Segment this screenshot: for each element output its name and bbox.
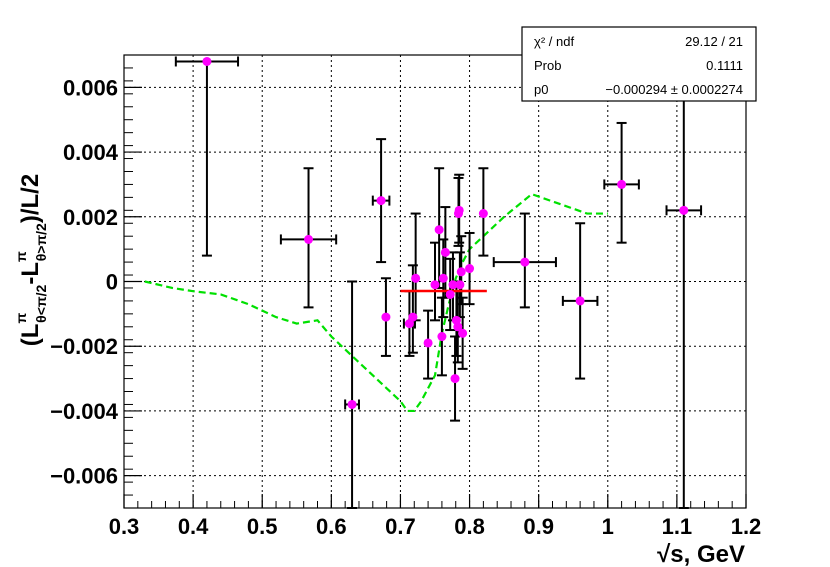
data-point — [453, 322, 463, 332]
data-point — [423, 338, 433, 348]
stats-label-prob: Prob — [534, 58, 561, 73]
data-point — [465, 264, 475, 274]
x-tick-label: 0.9 — [523, 514, 554, 539]
x-tick-label: 1 — [602, 514, 614, 539]
stats-value-p0: −0.000294 ± 0.0002274 — [605, 82, 743, 97]
x-tick-label: 0.5 — [247, 514, 278, 539]
y-tick-label: 0.006 — [63, 75, 118, 100]
y-title-sub2: θ>π/2 — [33, 223, 49, 261]
axis-ticks — [123, 54, 747, 509]
y-title-sup2: π — [13, 251, 29, 262]
stats-value-chi2: 29.12 / 21 — [685, 34, 743, 49]
data-point — [437, 332, 447, 342]
y-tick-label: 0.004 — [63, 140, 119, 165]
x-tick-label: 0.6 — [316, 514, 347, 539]
stats-box: χ² / ndf 29.12 / 21 Prob 0.1111 p0 −0.00… — [521, 26, 757, 102]
y-tick-label: 0 — [106, 270, 118, 295]
data-point — [376, 196, 386, 206]
data-point — [458, 328, 468, 338]
data-point — [202, 56, 212, 66]
y-title-suffix: )/L/2 — [17, 174, 44, 223]
y-tick-label: −0.004 — [50, 399, 119, 424]
y-tick-label: 0.002 — [63, 205, 118, 230]
x-tick-label: 1.1 — [662, 514, 693, 539]
data-point — [448, 280, 458, 290]
data-point — [347, 399, 357, 409]
data-point — [408, 312, 418, 322]
data-point — [478, 209, 488, 219]
data-point — [440, 247, 450, 257]
y-title-prefix: (L — [17, 324, 44, 347]
model-curve-layer — [144, 192, 608, 413]
data-point — [456, 267, 466, 277]
x-tick-label: 0.3 — [109, 514, 140, 539]
x-tick-labels: 0.3 0.4 0.5 0.6 0.7 0.8 0.9 1 1.1 1.2 — [109, 514, 762, 539]
data-point — [454, 205, 464, 215]
data-point — [304, 234, 314, 244]
data-point — [445, 289, 455, 299]
y-tick-labels: −0.006 −0.004 −0.002 0 0.002 0.004 0.006 — [50, 75, 119, 488]
data-point — [438, 273, 448, 283]
y-tick-label: −0.002 — [50, 334, 118, 359]
x-tick-label: 1.2 — [731, 514, 762, 539]
y-axis-title: (Lπ θ<π/2-Lπ θ>π/2)/L/2 — [13, 174, 49, 346]
data-point — [617, 179, 627, 189]
data-point — [520, 257, 530, 267]
y-title-mid: -L — [17, 262, 44, 285]
data-point — [679, 205, 689, 215]
x-tick-label: 0.8 — [454, 514, 485, 539]
data-point — [411, 273, 421, 283]
model-curve — [144, 192, 608, 413]
data-points-layer — [202, 56, 689, 409]
data-point — [434, 225, 444, 235]
y-title-sub1: θ<π/2 — [33, 284, 49, 322]
data-point — [450, 374, 460, 384]
x-axis-title: √s, GeV — [657, 541, 745, 567]
stats-box-frame — [521, 26, 757, 102]
data-point — [430, 280, 440, 290]
stats-label-chi2: χ² / ndf — [534, 34, 574, 49]
data-point — [381, 312, 391, 322]
x-tick-label: 0.7 — [385, 514, 416, 539]
x-tick-label: 0.4 — [178, 514, 209, 539]
data-point — [575, 296, 585, 306]
stats-label-p0: p0 — [534, 82, 548, 97]
stats-value-prob: 0.1111 — [706, 58, 743, 73]
y-tick-label: −0.006 — [50, 464, 118, 489]
y-title-sup1: π — [13, 313, 29, 324]
data-point — [455, 280, 465, 290]
